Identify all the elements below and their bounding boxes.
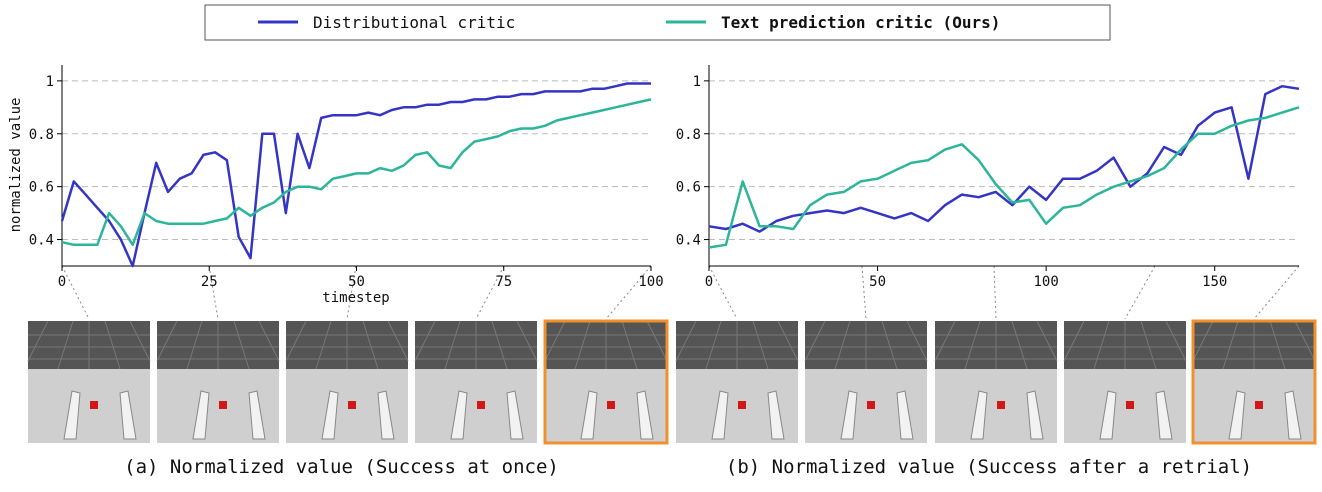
legend-label: Text prediction critic (Ours): [721, 13, 1000, 32]
y-tick-label: 1: [693, 74, 701, 90]
x-tick-label: 25: [201, 274, 218, 290]
series-line: [709, 86, 1299, 231]
y-tick-label: 0.8: [676, 127, 701, 143]
x-tick-label: 0: [58, 274, 66, 290]
y-tick-label: 1: [46, 74, 54, 90]
x-tick-label: 50: [348, 274, 365, 290]
y-tick-label: 0.6: [29, 180, 54, 196]
series-line: [62, 84, 651, 267]
y-tick-label: 0.4: [676, 233, 701, 249]
y-tick-label: 0.6: [676, 180, 701, 196]
series-line: [62, 99, 651, 244]
x-tick-label: 50: [869, 274, 886, 290]
legend-label: Distributional critic: [313, 13, 515, 32]
caption: (b) Normalized value (Success after a re…: [726, 456, 1252, 478]
x-axis-label: timestep: [322, 290, 389, 306]
x-tick-label: 150: [1202, 274, 1227, 290]
x-tick-label: 75: [495, 274, 512, 290]
x-tick-label: 0: [705, 274, 713, 290]
x-tick-label: 100: [1033, 274, 1058, 290]
y-tick-label: 0.4: [29, 233, 54, 249]
caption: (a) Normalized value (Success at once): [124, 456, 559, 478]
series-line: [709, 107, 1299, 247]
thumbnails: [28, 266, 1315, 443]
figure: Distributional critic Text prediction cri…: [0, 0, 1322, 488]
y-axis-label: normalized value: [8, 98, 24, 233]
y-tick-label: 0.8: [29, 127, 54, 143]
x-tick-label: 100: [638, 274, 663, 290]
